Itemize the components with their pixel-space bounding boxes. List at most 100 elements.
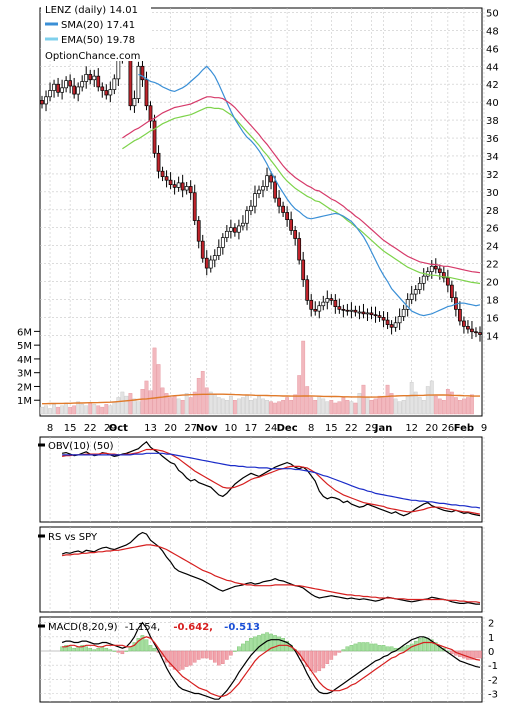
volume-bar <box>48 408 52 415</box>
x-tick-label: 29 <box>365 423 378 434</box>
candle-body <box>188 186 193 194</box>
volume-bar <box>421 400 426 415</box>
macd-signal-line <box>62 636 481 697</box>
candle-body <box>257 189 261 194</box>
macd-histogram-bar <box>221 650 225 664</box>
macd-histogram-bar <box>474 650 478 659</box>
candle-body <box>132 98 137 107</box>
volume-bar <box>345 400 350 415</box>
price-tick-label: 36 <box>486 134 499 145</box>
macd-histogram-bar <box>269 633 273 652</box>
macd-histogram-value: -0.513 <box>224 622 260 633</box>
price-tick-label: 24 <box>486 242 499 253</box>
price-tick-label: 50 <box>486 8 499 19</box>
volume-bar <box>88 402 93 415</box>
rs-panel <box>49 527 485 612</box>
volume-bar <box>285 397 290 415</box>
macd-histogram-bar <box>361 642 366 652</box>
volume-bar <box>349 401 354 415</box>
candle-body <box>309 300 314 310</box>
price-chart-title: LENZ (daily) 14.01 <box>45 5 138 16</box>
candle-body <box>401 308 406 317</box>
volume-bar <box>212 394 217 415</box>
macd-histogram-bar <box>192 650 197 663</box>
macd-histogram-bar <box>120 650 125 655</box>
x-tick-label: 8 <box>308 423 314 434</box>
volume-bar <box>200 371 205 415</box>
volume-bar <box>305 386 310 415</box>
volume-bar <box>124 395 129 415</box>
candle-body <box>265 175 269 187</box>
macd-histogram-bar <box>325 650 330 664</box>
volume-bar <box>393 398 398 415</box>
volume-bar <box>409 382 414 415</box>
candle-body <box>192 192 197 221</box>
candle-body <box>140 65 145 81</box>
candle-body <box>76 86 81 95</box>
candle-body <box>208 259 213 269</box>
candle-body <box>180 182 185 191</box>
candle-body <box>60 87 64 93</box>
volume-bar <box>269 401 273 415</box>
candle-body <box>449 284 454 299</box>
obv-panel-frame <box>39 436 483 523</box>
volume-average-line <box>42 393 480 405</box>
x-tick-label: 26 <box>441 423 454 434</box>
candle-body <box>385 319 390 325</box>
volume-bar <box>317 395 322 415</box>
candle-body <box>104 90 109 96</box>
macd-histogram-bar <box>204 650 209 659</box>
volume-bar <box>60 405 64 415</box>
volume-bar <box>281 400 285 415</box>
candle-body <box>373 314 378 317</box>
macd-histogram-bar <box>317 650 322 672</box>
candle-body <box>237 225 241 233</box>
macd-histogram-bar <box>373 643 378 652</box>
candle-body <box>365 312 370 315</box>
obv-panel <box>49 437 485 522</box>
price-legend: LENZ (daily) 14.01 SMA(20) 17.41 EMA(50)… <box>41 1 151 62</box>
volume-bar <box>309 397 314 415</box>
macd-value: -1.154, <box>125 622 160 633</box>
macd-histogram-bar <box>152 647 157 652</box>
x-tick-label: 29 <box>104 423 117 434</box>
macd-histogram-bar <box>381 645 386 652</box>
macd-histogram-bar <box>140 635 145 652</box>
x-tick-label: Dec <box>277 423 298 434</box>
macd-histogram-bar <box>301 650 305 662</box>
price-tick-label: 16 <box>486 313 499 324</box>
volume-bar <box>257 395 261 415</box>
candle-body <box>341 308 346 311</box>
macd-params: MACD(8,20,9) <box>48 622 118 633</box>
macd-histogram-bar <box>345 646 350 652</box>
x-tick-label: 17 <box>245 423 258 434</box>
candle-body <box>277 197 281 207</box>
volume-bar <box>249 400 253 415</box>
macd-histogram-bar <box>245 640 249 652</box>
volume-bar <box>265 400 269 415</box>
volume-tick-label: 2M <box>17 382 32 393</box>
volume-bar <box>132 398 137 415</box>
x-tick-label: 22 <box>345 423 358 434</box>
macd-histogram-bar <box>309 650 314 672</box>
volume-bar <box>64 402 69 415</box>
macd-histogram-bar <box>429 639 434 652</box>
candle-body <box>433 265 438 270</box>
macd-histogram-bar <box>433 642 438 652</box>
volume-bar <box>232 400 237 415</box>
volume-bar <box>429 380 434 415</box>
volume-bar <box>245 394 249 415</box>
volume-bar <box>136 401 141 415</box>
price-tick-label: 42 <box>486 80 499 91</box>
volume-bar <box>353 402 358 415</box>
macd-histogram-bar <box>148 645 153 652</box>
macd-tick-label: 2 <box>488 619 494 630</box>
volume-bar <box>441 400 446 415</box>
macd-histogram-bar <box>369 643 374 652</box>
series-line-0 <box>61 440 481 517</box>
candle-body <box>64 80 68 89</box>
macd-histogram-bar <box>277 636 281 652</box>
macd-histogram-bar <box>253 636 257 652</box>
volume-bar <box>68 406 73 415</box>
